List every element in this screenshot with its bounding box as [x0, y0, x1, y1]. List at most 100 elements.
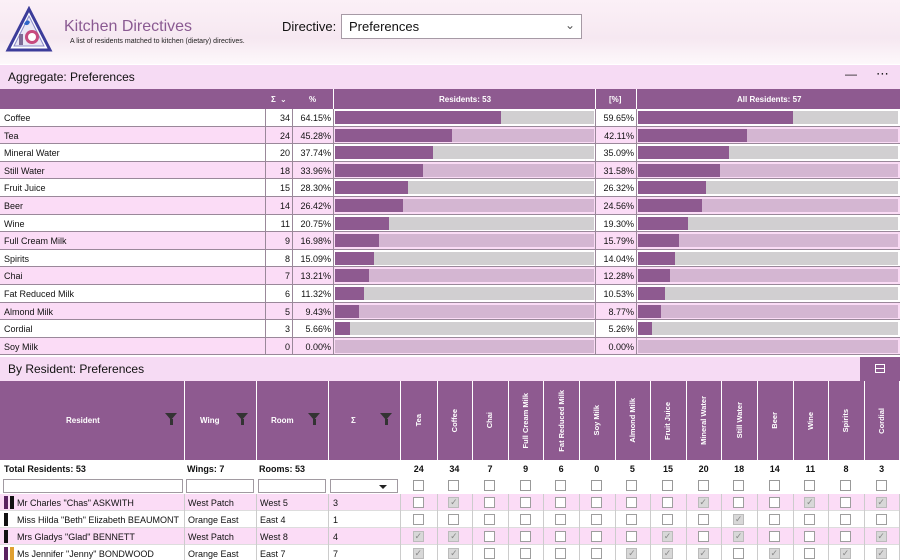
- item-checkbox[interactable]: [555, 514, 567, 525]
- item-checkbox[interactable]: ✓: [448, 497, 460, 508]
- item-checkbox[interactable]: [875, 514, 887, 525]
- item-checkbox[interactable]: [840, 514, 851, 525]
- resident-name[interactable]: Miss Hilda "Beth" Elizabeth BEAUMONT: [17, 515, 179, 525]
- item-checkbox[interactable]: ✓: [697, 497, 709, 508]
- resident-name[interactable]: Mr Charles "Chas" ASKWITH: [17, 498, 134, 508]
- item-checkbox[interactable]: [662, 514, 673, 525]
- item-column-header[interactable]: Full Cream Milk: [508, 381, 544, 460]
- item-checkbox[interactable]: [768, 514, 780, 525]
- item-checkbox[interactable]: [590, 514, 602, 525]
- item-checkbox[interactable]: [555, 548, 567, 559]
- item-column-header[interactable]: Almond Milk: [615, 381, 651, 460]
- item-checkbox[interactable]: [626, 531, 638, 542]
- item-checkbox[interactable]: [768, 531, 780, 542]
- aggregate-row[interactable]: Chai 7 13.21% 12.28%: [0, 267, 900, 285]
- sum-column-header[interactable]: Σ: [351, 416, 356, 425]
- item-column-header[interactable]: Mineral Water: [686, 381, 722, 460]
- item-checkbox[interactable]: [484, 497, 495, 508]
- item-checkbox[interactable]: ✓: [768, 548, 780, 559]
- item-column-header[interactable]: Fat Reduced Milk: [543, 381, 579, 460]
- item-checkbox[interactable]: [412, 497, 424, 508]
- aggregate-row[interactable]: Mineral Water 20 37.74% 35.09%: [0, 144, 900, 162]
- item-checkbox[interactable]: ✓: [412, 531, 424, 542]
- item-checkbox[interactable]: ✓: [448, 531, 460, 542]
- sum-column-header[interactable]: Σ: [271, 95, 276, 104]
- residents-column-header[interactable]: Residents: 53: [439, 95, 492, 104]
- sum-filter-select[interactable]: [330, 479, 398, 493]
- item-checkbox[interactable]: [768, 497, 780, 508]
- resident-name[interactable]: Mrs Gladys "Glad" BENNETT: [17, 532, 135, 542]
- item-checkbox[interactable]: [555, 497, 567, 508]
- item-filter-checkbox[interactable]: [626, 480, 638, 491]
- item-filter-checkbox[interactable]: [412, 480, 424, 491]
- item-checkbox[interactable]: [840, 531, 851, 542]
- layout-toggle-button[interactable]: [860, 357, 900, 381]
- item-checkbox[interactable]: [590, 497, 602, 508]
- wing-column-header[interactable]: Wing: [200, 416, 220, 425]
- item-column-header[interactable]: Wine: [793, 381, 829, 460]
- item-column-header[interactable]: Fruit Juice: [650, 381, 686, 460]
- resident-row[interactable]: Mrs Gladys "Glad" BENNETT West Patch West …: [0, 528, 900, 545]
- resident-row[interactable]: Ms Jennifer "Jenny" BONDWOOD Orange East E…: [0, 545, 900, 560]
- filter-icon[interactable]: [236, 413, 248, 425]
- item-checkbox[interactable]: [590, 548, 602, 559]
- item-column-header[interactable]: Still Water: [721, 381, 757, 460]
- item-checkbox[interactable]: [519, 514, 531, 525]
- resident-name[interactable]: Ms Jennifer "Jenny" BONDWOOD: [17, 549, 154, 559]
- item-checkbox[interactable]: [733, 497, 745, 508]
- resident-row[interactable]: Mr Charles "Chas" ASKWITH West Patch West …: [0, 494, 900, 511]
- item-checkbox[interactable]: [590, 531, 602, 542]
- aggregate-row[interactable]: Fat Reduced Milk 6 11.32% 10.53%: [0, 284, 900, 303]
- filter-icon[interactable]: [165, 413, 177, 425]
- item-column-header[interactable]: Beer: [757, 381, 793, 460]
- item-checkbox[interactable]: [697, 514, 709, 525]
- item-checkbox[interactable]: ✓: [412, 548, 424, 559]
- item-checkbox[interactable]: [484, 514, 495, 525]
- item-checkbox[interactable]: ✓: [662, 548, 673, 559]
- room-filter-input[interactable]: [258, 479, 326, 493]
- item-checkbox[interactable]: ✓: [875, 497, 887, 508]
- item-checkbox[interactable]: [519, 548, 531, 559]
- aggregate-row[interactable]: Cordial 3 5.66% 5.26%: [0, 320, 900, 338]
- item-checkbox[interactable]: [804, 548, 816, 559]
- item-filter-checkbox[interactable]: [448, 480, 460, 491]
- item-checkbox[interactable]: [484, 531, 495, 542]
- aggregate-row[interactable]: Almond Milk 5 9.43% 8.77%: [0, 302, 900, 321]
- aggregate-row[interactable]: Tea 24 45.28% 42.11%: [0, 126, 900, 145]
- item-checkbox[interactable]: [804, 514, 816, 525]
- room-column-header[interactable]: Room: [271, 416, 294, 425]
- item-checkbox[interactable]: [697, 531, 709, 542]
- item-checkbox[interactable]: [448, 514, 460, 525]
- minimize-icon[interactable]: —: [845, 67, 857, 81]
- item-filter-checkbox[interactable]: [555, 480, 567, 491]
- item-checkbox[interactable]: [662, 497, 673, 508]
- item-column-header[interactable]: Chai: [472, 381, 508, 460]
- resident-filter-input[interactable]: [3, 479, 183, 493]
- item-filter-checkbox[interactable]: [590, 480, 602, 491]
- item-checkbox[interactable]: [804, 531, 816, 542]
- item-column-header[interactable]: Spirits: [828, 381, 864, 460]
- item-checkbox[interactable]: ✓: [875, 548, 887, 559]
- percent-column-header[interactable]: %: [309, 95, 317, 104]
- aggregate-row[interactable]: Still Water 18 33.96% 31.58%: [0, 161, 900, 180]
- aggregate-row[interactable]: Soy Milk 0 0.00% 0.00%: [0, 337, 900, 356]
- item-checkbox[interactable]: ✓: [697, 548, 709, 559]
- wing-filter-input[interactable]: [186, 479, 254, 493]
- item-checkbox[interactable]: [840, 497, 851, 508]
- item-checkbox[interactable]: ✓: [840, 548, 851, 559]
- item-checkbox[interactable]: ✓: [733, 531, 745, 542]
- all-percent-column-header[interactable]: [%]: [609, 95, 622, 104]
- aggregate-row[interactable]: Wine 11 20.75% 19.30%: [0, 214, 900, 233]
- sort-descending-icon[interactable]: ⌄: [280, 95, 287, 104]
- item-filter-checkbox[interactable]: [697, 480, 709, 491]
- item-checkbox[interactable]: [519, 531, 531, 542]
- item-filter-checkbox[interactable]: [733, 480, 745, 491]
- aggregate-row[interactable]: Spirits 8 15.09% 14.04%: [0, 249, 900, 268]
- resident-row[interactable]: Miss Hilda "Beth" Elizabeth BEAUMONT Oran…: [0, 511, 900, 528]
- item-checkbox[interactable]: ✓: [662, 531, 673, 542]
- item-checkbox[interactable]: [412, 514, 424, 525]
- filter-icon[interactable]: [380, 413, 392, 425]
- aggregate-row[interactable]: Fruit Juice 15 28.30% 26.32%: [0, 179, 900, 197]
- aggregate-row[interactable]: Full Cream Milk 9 16.98% 15.79%: [0, 232, 900, 250]
- item-filter-checkbox[interactable]: [519, 480, 531, 491]
